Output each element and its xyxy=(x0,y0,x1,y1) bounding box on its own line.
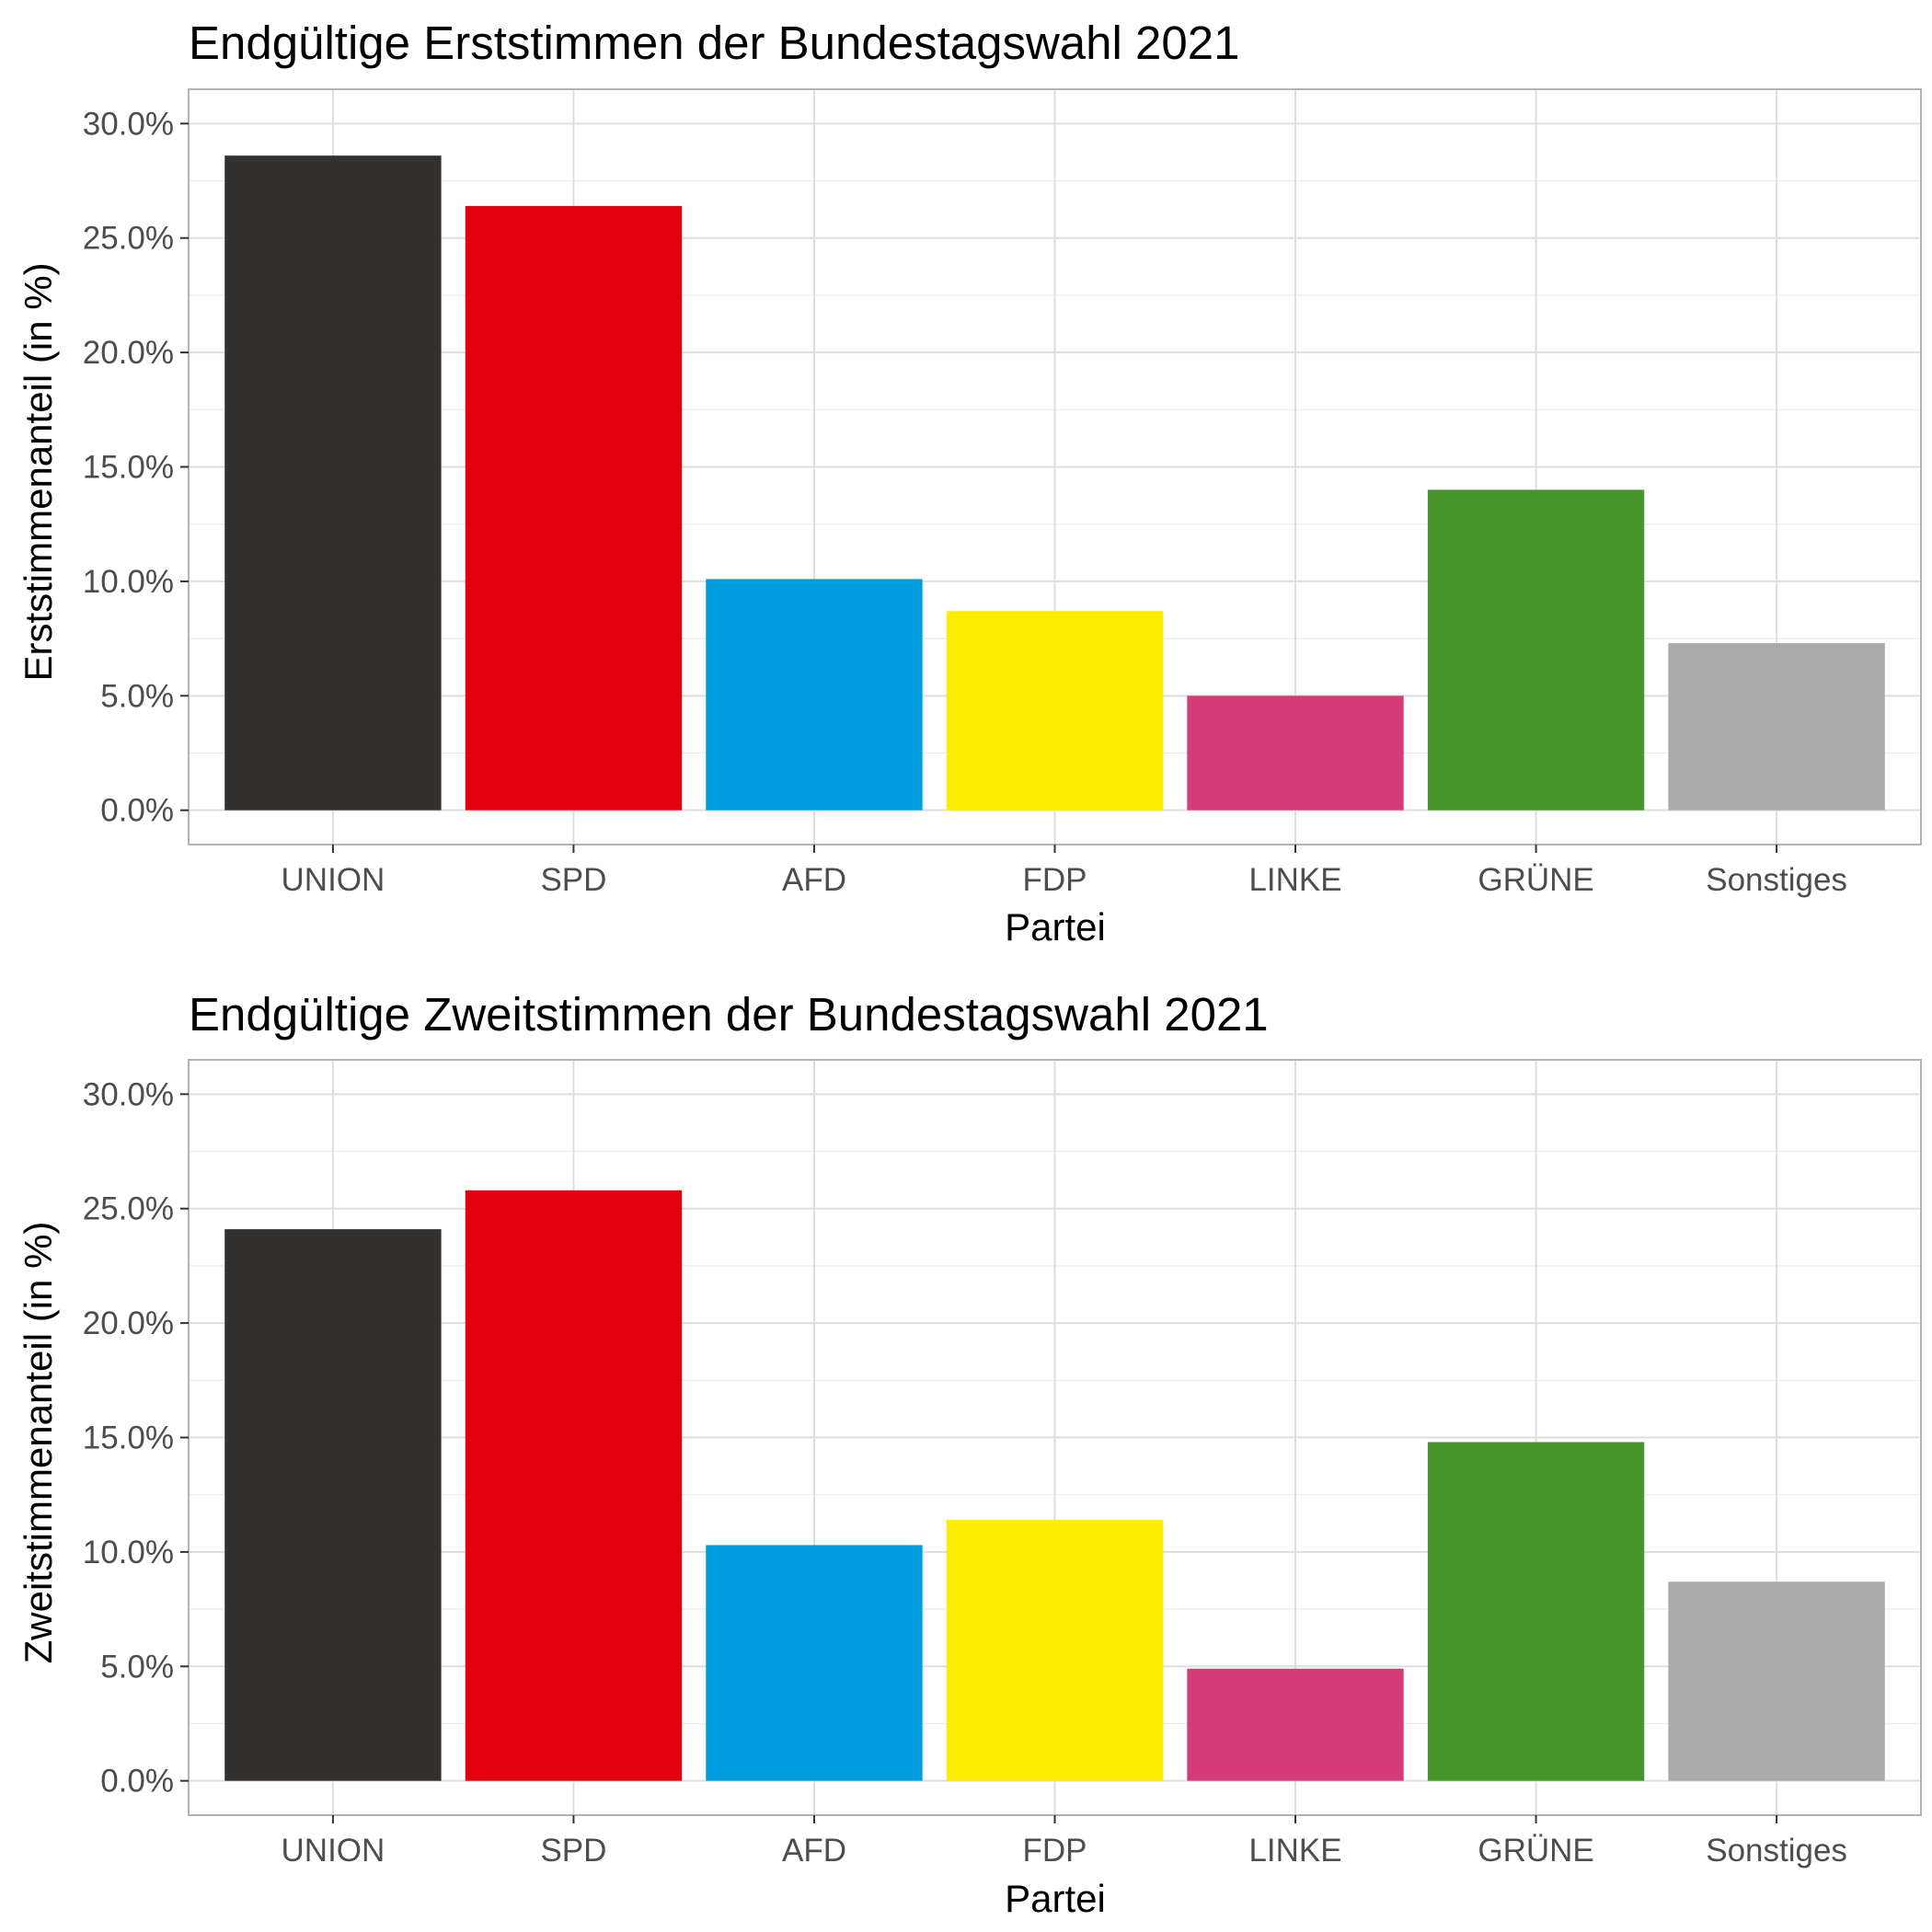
y-tick-label: 25.0% xyxy=(83,221,174,257)
x-tick-label: LINKE xyxy=(1248,1833,1341,1869)
x-tick-label: UNION xyxy=(282,862,385,898)
bar-spd xyxy=(465,1190,683,1781)
bar-linke xyxy=(1187,696,1404,811)
bar-union xyxy=(224,1229,442,1781)
y-axis-ticks: 0.0% 5.0% 10.0% 15.0% 20.0% 25.0% 30.0% xyxy=(83,106,189,829)
chart-title: Endgültige Zweitstimmen der Bundestagswa… xyxy=(189,988,1269,1041)
bar-afd xyxy=(706,579,923,811)
y-tick-label: 25.0% xyxy=(83,1191,174,1227)
y-tick-label: 15.0% xyxy=(83,450,174,486)
bar-gr-ne xyxy=(1427,489,1645,811)
y-tick-label: 10.0% xyxy=(83,1535,174,1570)
x-axis-title: Partei xyxy=(1005,905,1106,949)
x-tick-label: GRÜNE xyxy=(1478,862,1593,898)
x-tick-label: Sonstiges xyxy=(1706,862,1847,898)
bar-gr-ne xyxy=(1427,1442,1645,1781)
y-tick-label: 15.0% xyxy=(83,1420,174,1456)
x-axis-title: Partei xyxy=(1005,1877,1106,1920)
y-tick-label: 0.0% xyxy=(100,1764,174,1800)
bars xyxy=(224,155,1885,811)
x-tick-label: AFD xyxy=(782,862,846,898)
x-tick-label: SPD xyxy=(540,1833,606,1869)
y-tick-label: 0.0% xyxy=(100,793,174,829)
bar-union xyxy=(224,155,442,811)
chart-first-votes: Endgültige Erststimmen der Bundestagswah… xyxy=(17,17,1922,949)
y-tick-label: 30.0% xyxy=(83,1076,174,1112)
y-tick-label: 20.0% xyxy=(83,335,174,371)
x-tick-label: SPD xyxy=(540,862,606,898)
y-axis-title: Erststimmenanteil (in %) xyxy=(17,262,60,681)
y-tick-label: 30.0% xyxy=(83,106,174,142)
bar-linke xyxy=(1187,1668,1404,1781)
y-tick-label: 10.0% xyxy=(83,564,174,600)
bar-afd xyxy=(706,1545,923,1781)
bar-sonstiges xyxy=(1668,1581,1885,1781)
x-axis-ticks: UNION SPD AFD FDP LINKE GRÜNE Sonstiges xyxy=(282,1815,1847,1869)
bar-fdp xyxy=(946,1520,1164,1781)
y-tick-label: 5.0% xyxy=(100,1649,174,1685)
x-tick-label: FDP xyxy=(1023,1833,1087,1869)
x-tick-label: LINKE xyxy=(1248,862,1341,898)
bar-spd xyxy=(465,205,683,811)
x-tick-label: GRÜNE xyxy=(1478,1833,1593,1869)
x-tick-label: Sonstiges xyxy=(1706,1833,1847,1869)
y-axis-ticks: 0.0% 5.0% 10.0% 15.0% 20.0% 25.0% 30.0% xyxy=(83,1076,189,1800)
chart-second-votes: Endgültige Zweitstimmen der Bundestagswa… xyxy=(17,988,1922,1920)
bars xyxy=(224,1190,1885,1781)
bar-fdp xyxy=(946,611,1164,811)
y-axis-title: Zweitstimmenanteil (in %) xyxy=(17,1222,60,1664)
y-tick-label: 5.0% xyxy=(100,678,174,714)
x-tick-label: FDP xyxy=(1023,862,1087,898)
x-axis-ticks: UNION SPD AFD FDP LINKE GRÜNE Sonstiges xyxy=(282,845,1847,898)
chart-title: Endgültige Erststimmen der Bundestagswah… xyxy=(189,17,1240,69)
bar-sonstiges xyxy=(1668,643,1885,811)
x-tick-label: UNION xyxy=(282,1833,385,1869)
x-tick-label: AFD xyxy=(782,1833,846,1869)
y-tick-label: 20.0% xyxy=(83,1305,174,1341)
